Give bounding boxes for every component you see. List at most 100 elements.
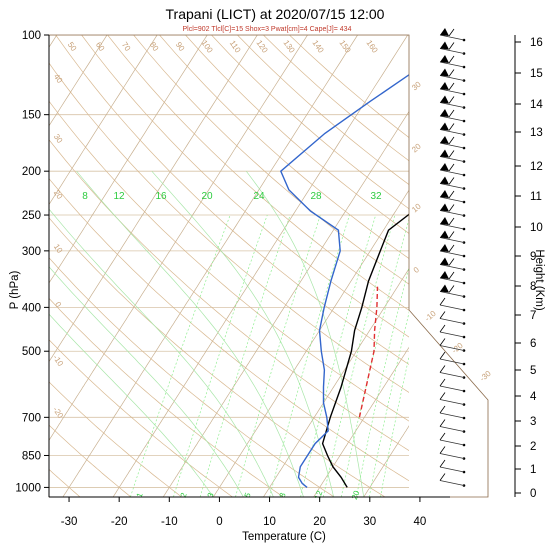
mixing-ratio-label: 28 [310,191,322,202]
dry-adiabat-label: 40 [52,72,65,85]
wind-barb [439,190,466,204]
x-tick-label: 20 [313,516,326,528]
wind-barb [439,338,466,352]
dry-adiabat-label: 80 [148,40,161,53]
sounding-profiles [279,73,409,488]
height-tick-label: 15 [530,68,543,80]
y-tick-label: 100 [22,30,41,42]
moist-adiabat-line [49,313,214,497]
dry-adiabat-label: 90 [174,40,187,53]
x-axis-label: Temperature (C) [242,531,326,543]
wind-barb [439,203,466,217]
y-tick-label: 500 [22,346,41,358]
isotherm-line [363,425,409,497]
moist-adiabat-line [49,266,244,497]
isotherm-line [49,35,308,441]
x-tick-label: -10 [161,516,178,528]
y-tick-label: 200 [22,166,41,178]
height-tick-label: 9 [530,251,536,263]
dry-adiabat-label: 20 [52,188,65,201]
isotherm-line [49,35,158,206]
x-tick-label: -20 [111,516,128,528]
isotherm-label: -30 [478,369,493,384]
wind-barb [439,351,466,366]
mixing-ratio-label-bottom: 8 [278,491,288,499]
chart-subtitle: Plcl=902 Tlcl[C]=15 Shox=3 Pwat[cm]=4 Ca… [183,26,352,33]
wind-barb [439,122,466,136]
dry-adiabat-label: 70 [120,40,133,53]
dry-adiabat-label: 150 [338,39,353,56]
mixing-ratio-line [130,214,231,497]
mixing-ratio-line [380,355,409,497]
wind-barb [439,95,466,109]
wind-barb [439,257,466,271]
dry-adiabat-line [49,424,132,497]
height-axis-label: Height (Km) [533,249,545,311]
dry-adiabat-line [55,35,409,365]
wind-barb [439,41,466,55]
x-tick-label: 10 [263,516,276,528]
mixing-ratio-label: 8 [82,191,88,202]
mixing-ratio-line [173,214,268,497]
wind-barb [439,109,466,123]
dewpoint-profile [279,73,409,488]
dry-adiabat-line [49,257,335,497]
x-tick-label: 0 [216,516,222,528]
moist-adiabat-line [49,208,274,497]
wind-barb [439,324,466,339]
wind-barb [439,82,466,96]
x-tick-label: 40 [414,516,427,528]
height-tick-label: 10 [530,222,543,234]
dry-adiabat-line [263,35,409,162]
isotherm-label: 30 [410,79,423,92]
wind-barb [439,473,466,487]
y-axis-label: P (hPa) [9,270,21,309]
wind-barb [439,419,466,433]
wind-barb [439,163,466,177]
dry-adiabat-label: 130 [282,39,297,56]
height-tick-label: 8 [530,281,536,293]
mixing-ratio-label: 32 [370,191,382,202]
mixing-ratio-line [235,214,321,497]
height-tick-label: 3 [530,416,536,428]
mixing-ratio-label: 16 [155,191,167,202]
temperature-profile [321,213,409,488]
dry-adiabat-label: 60 [94,40,107,53]
wind-barb [439,28,466,42]
wind-barb [439,365,466,379]
height-tick-label: 7 [530,310,536,322]
isotherm-line [313,346,409,497]
isotherm-line [263,268,409,497]
isotherm-line [0,25,13,497]
wind-barb [439,244,466,258]
dry-adiabat-line [49,339,233,497]
isotherm-line [62,35,359,497]
isotherm-label: 20 [410,141,423,154]
wind-barb [439,297,466,312]
dry-adiabat-line [81,35,409,338]
wind-barb [439,55,466,69]
dry-adiabat-line [211,35,409,210]
x-tick-label: -30 [61,516,78,528]
y-tick-label: 400 [22,302,41,314]
wind-barb [439,136,466,150]
wind-barb [439,446,466,460]
wind-barb [439,149,466,163]
wind-barb [439,230,466,244]
mixing-ratio-label-bottom: 1 [135,491,145,499]
wind-barb [439,392,466,406]
plot-frame [48,34,489,498]
height-tick-label: 13 [530,127,543,139]
dry-adiabat-line [49,468,81,497]
mixing-ratio-line [340,217,409,497]
height-tick-label: 6 [530,338,536,350]
moist-adiabat-line [151,170,334,497]
isotherm-line [49,35,58,48]
mixing-ratio-line [322,214,396,497]
height-tick-label: 1 [530,464,536,476]
dry-adiabat-label: 110 [228,39,243,55]
grid-labels: 50 60 70 80 90 100 110 120 130 140 150 160403020100… [51,39,493,501]
dry-adiabat-label: 120 [255,39,270,56]
dry-adiabat-line [107,35,409,311]
